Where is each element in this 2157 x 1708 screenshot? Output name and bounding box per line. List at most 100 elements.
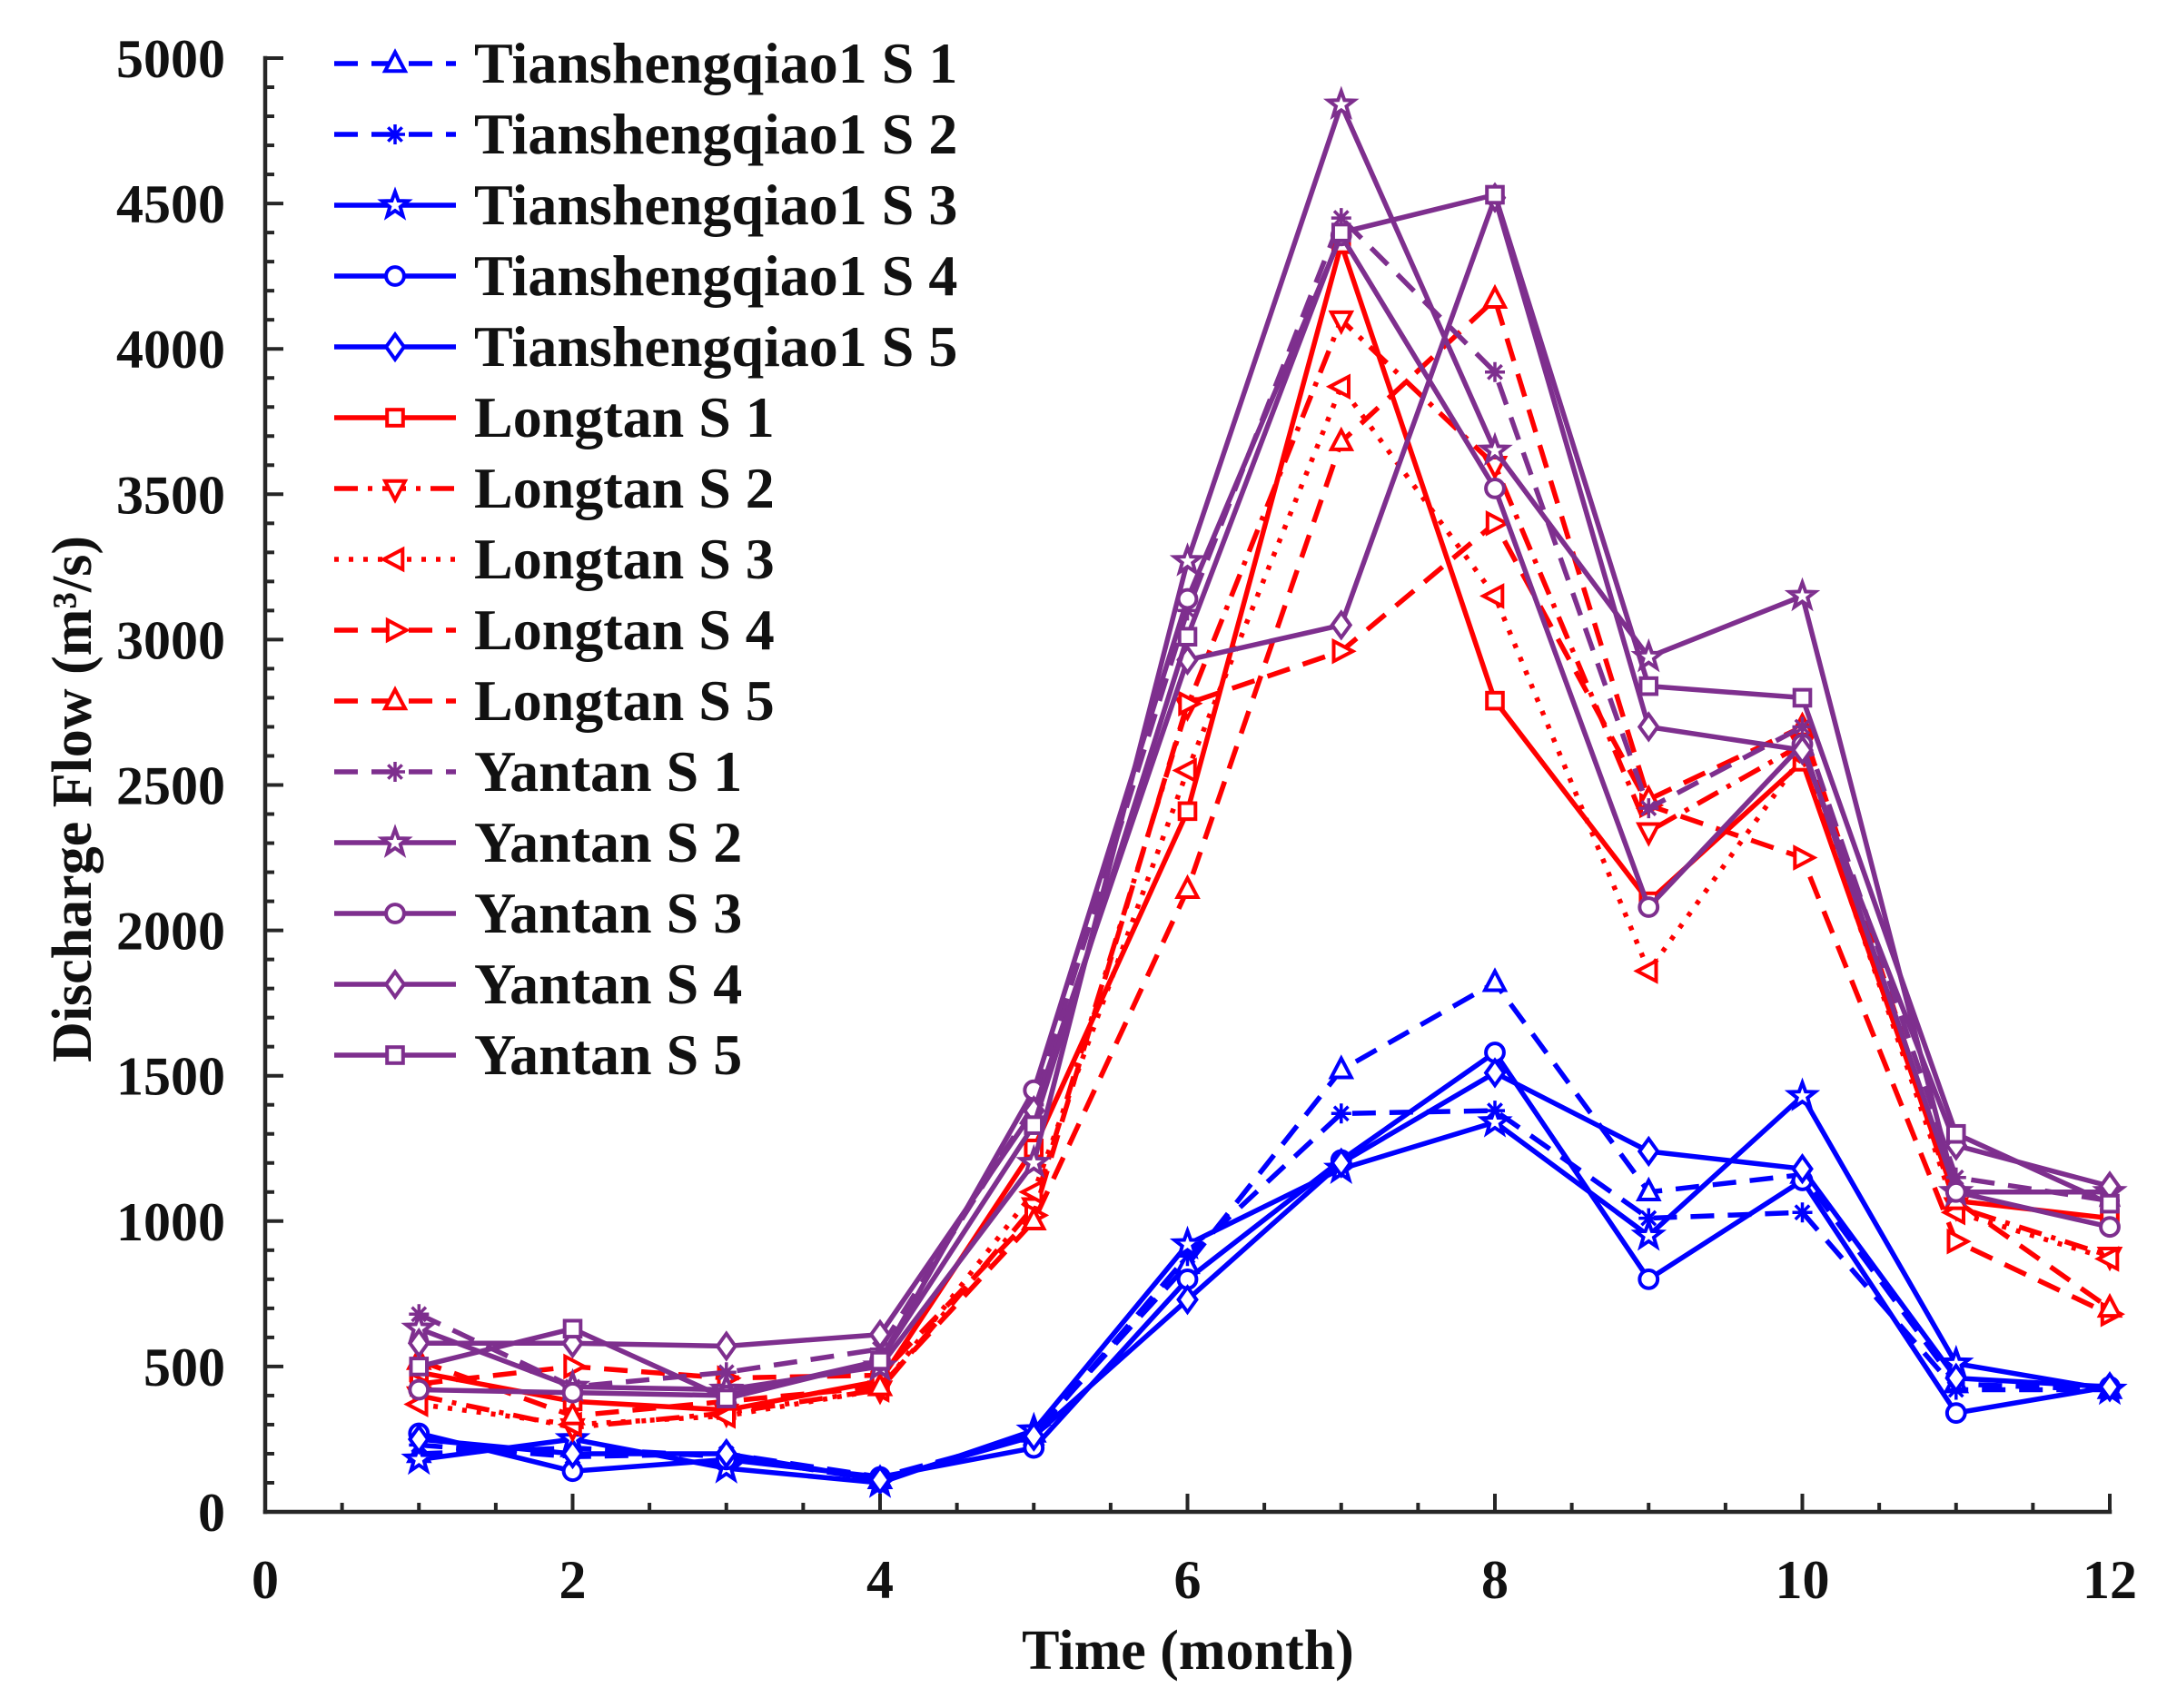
legend-marker bbox=[383, 968, 407, 1001]
data-point-yantan-s-4 bbox=[715, 1330, 738, 1362]
y-tick-label: 2000 bbox=[116, 902, 225, 962]
data-point-yantan-s-4 bbox=[407, 1328, 430, 1359]
series-yantan-s-5 bbox=[409, 184, 2120, 1408]
legend-label: Longtan S 3 bbox=[474, 527, 775, 591]
data-point-yantan-s-4 bbox=[1637, 711, 1660, 743]
data-point-tianshengqiao1-s-5 bbox=[1944, 1362, 1968, 1394]
legend-label: Longtan S 2 bbox=[474, 456, 775, 520]
series-line-longtan-s-3 bbox=[418, 384, 2111, 1427]
series-tianshengqiao1-s-5 bbox=[407, 1057, 2122, 1496]
legend-entry: Longtan S 4 bbox=[334, 597, 775, 662]
legend-marker bbox=[377, 186, 413, 221]
legend-label: Tianshengqiao1 S 5 bbox=[474, 314, 957, 379]
data-point-longtan-s-4 bbox=[1178, 690, 1203, 717]
data-point-yantan-s-1 bbox=[1177, 600, 1198, 621]
y-tick-label: 3500 bbox=[116, 465, 225, 525]
y-axis-title: Discharge Flow (m³/s) bbox=[42, 536, 104, 1062]
x-tick-label: 10 bbox=[1776, 1550, 1830, 1610]
y-tick-label: 2500 bbox=[116, 756, 225, 816]
x-tick-label: 8 bbox=[1481, 1550, 1509, 1610]
data-point-tianshengqiao1-s-5 bbox=[1483, 1057, 1507, 1089]
data-point-yantan-s-2 bbox=[1784, 577, 1821, 612]
data-point-longtan-s-1 bbox=[1485, 690, 1505, 711]
legend-marker bbox=[381, 686, 409, 711]
data-point-longtan-s-3 bbox=[710, 1402, 736, 1429]
data-point-tianshengqiao1-s-4 bbox=[1638, 1268, 1660, 1290]
data-point-tianshengqiao1-s-2 bbox=[1792, 1202, 1813, 1223]
data-point-longtan-s-5 bbox=[866, 1371, 894, 1397]
legend-label: Tianshengqiao1 S 3 bbox=[474, 173, 957, 237]
data-point-tianshengqiao1-s-5 bbox=[715, 1437, 738, 1470]
data-point-longtan-s-3 bbox=[1325, 373, 1351, 400]
data-point-yantan-s-5 bbox=[1792, 687, 1813, 708]
data-point-yantan-s-3 bbox=[2099, 1216, 2121, 1239]
data-point-tianshengqiao1-s-3 bbox=[1169, 1225, 1206, 1260]
legend-label: Yantan S 5 bbox=[474, 1022, 742, 1087]
data-point-tianshengqiao1-s-5 bbox=[1330, 1147, 1353, 1179]
data-point-tianshengqiao1-s-3 bbox=[1784, 1077, 1821, 1111]
legend-marker bbox=[385, 617, 411, 644]
data-point-yantan-s-5 bbox=[716, 1388, 737, 1408]
x-axis-title: Time (month) bbox=[1022, 1620, 1354, 1682]
y-tick-label: 4000 bbox=[116, 320, 225, 380]
data-point-yantan-s-2 bbox=[1477, 431, 1513, 467]
data-point-yantan-s-5 bbox=[409, 1357, 430, 1377]
data-point-yantan-s-5 bbox=[870, 1350, 890, 1371]
legend-entry: Longtan S 2 bbox=[334, 456, 775, 520]
legend-label: Yantan S 4 bbox=[474, 952, 742, 1016]
axes: 0 500 1000 1500 2000 2500 3000 3500 4000 4500 5000… bbox=[116, 29, 2137, 1610]
data-point-tianshengqiao1-s-5 bbox=[1176, 1284, 1199, 1316]
legend-marker bbox=[384, 903, 406, 924]
data-point-yantan-s-1 bbox=[1792, 716, 1813, 737]
legend-label: Tianshengqiao1 S 2 bbox=[474, 102, 957, 166]
data-point-tianshengqiao1-s-5 bbox=[1022, 1420, 1045, 1452]
legend-marker bbox=[385, 124, 405, 144]
x-ticks: 0 2 4 6 8 10 12 bbox=[252, 1494, 2137, 1610]
data-point-yantan-s-5 bbox=[1331, 222, 1351, 242]
legend-entry: Longtan S 3 bbox=[334, 527, 775, 591]
y-tick-label: 0 bbox=[198, 1483, 225, 1543]
y-tick-label: 500 bbox=[143, 1338, 225, 1397]
legend-label: Yantan S 3 bbox=[474, 881, 742, 945]
y-tick-label: 3000 bbox=[116, 610, 225, 670]
legend-entry: Tianshengqiao1 S 4 bbox=[334, 243, 957, 308]
series-layer bbox=[401, 85, 2128, 1498]
legend-entry: Yantan S 4 bbox=[334, 952, 742, 1016]
data-point-tianshengqiao1-s-5 bbox=[561, 1437, 584, 1470]
data-point-yantan-s-5 bbox=[1177, 627, 1198, 647]
data-point-longtan-s-4 bbox=[1331, 637, 1357, 665]
data-point-yantan-s-4 bbox=[561, 1328, 584, 1359]
data-point-longtan-s-3 bbox=[2093, 1246, 2120, 1272]
data-point-yantan-s-1 bbox=[1331, 208, 1351, 229]
x-tick-label: 4 bbox=[866, 1550, 894, 1610]
data-point-yantan-s-2 bbox=[1015, 1143, 1053, 1179]
data-point-yantan-s-3 bbox=[1176, 587, 1199, 610]
legend-label: Longtan S 5 bbox=[474, 668, 775, 733]
data-point-yantan-s-5 bbox=[562, 1318, 583, 1339]
data-point-longtan-s-2 bbox=[1635, 822, 1662, 847]
data-point-yantan-s-5 bbox=[1945, 1123, 1966, 1144]
data-point-tianshengqiao1-s-5 bbox=[1791, 1152, 1814, 1185]
data-point-longtan-s-3 bbox=[1633, 958, 1658, 984]
data-point-tianshengqiao1-s-5 bbox=[868, 1464, 892, 1496]
data-point-longtan-s-3 bbox=[1479, 583, 1505, 609]
data-point-yantan-s-5 bbox=[1024, 1115, 1044, 1135]
series-line-tianshengqiao1-s-4 bbox=[418, 1050, 2111, 1480]
data-point-longtan-s-5 bbox=[1174, 874, 1201, 899]
data-point-yantan-s-3 bbox=[408, 1378, 430, 1401]
data-point-longtan-s-5 bbox=[2096, 1292, 2123, 1318]
data-point-yantan-s-3 bbox=[1638, 896, 1660, 918]
data-point-yantan-s-5 bbox=[1485, 184, 1505, 205]
data-point-yantan-s-3 bbox=[1484, 477, 1506, 499]
legend-marker bbox=[381, 48, 409, 74]
series-line-tianshengqiao1-s-5 bbox=[419, 1070, 2111, 1483]
data-point-longtan-s-5 bbox=[559, 1400, 586, 1426]
legend-entry: Tianshengqiao1 S 5 bbox=[334, 314, 957, 379]
legend-label: Longtan S 1 bbox=[474, 385, 775, 449]
legend-marker bbox=[385, 408, 405, 428]
data-point-tianshengqiao1-s-1 bbox=[1328, 1054, 1355, 1080]
data-point-longtan-s-4 bbox=[1485, 509, 1510, 537]
legend-marker bbox=[385, 1045, 405, 1065]
data-point-tianshengqiao1-s-2 bbox=[1177, 1246, 1198, 1267]
